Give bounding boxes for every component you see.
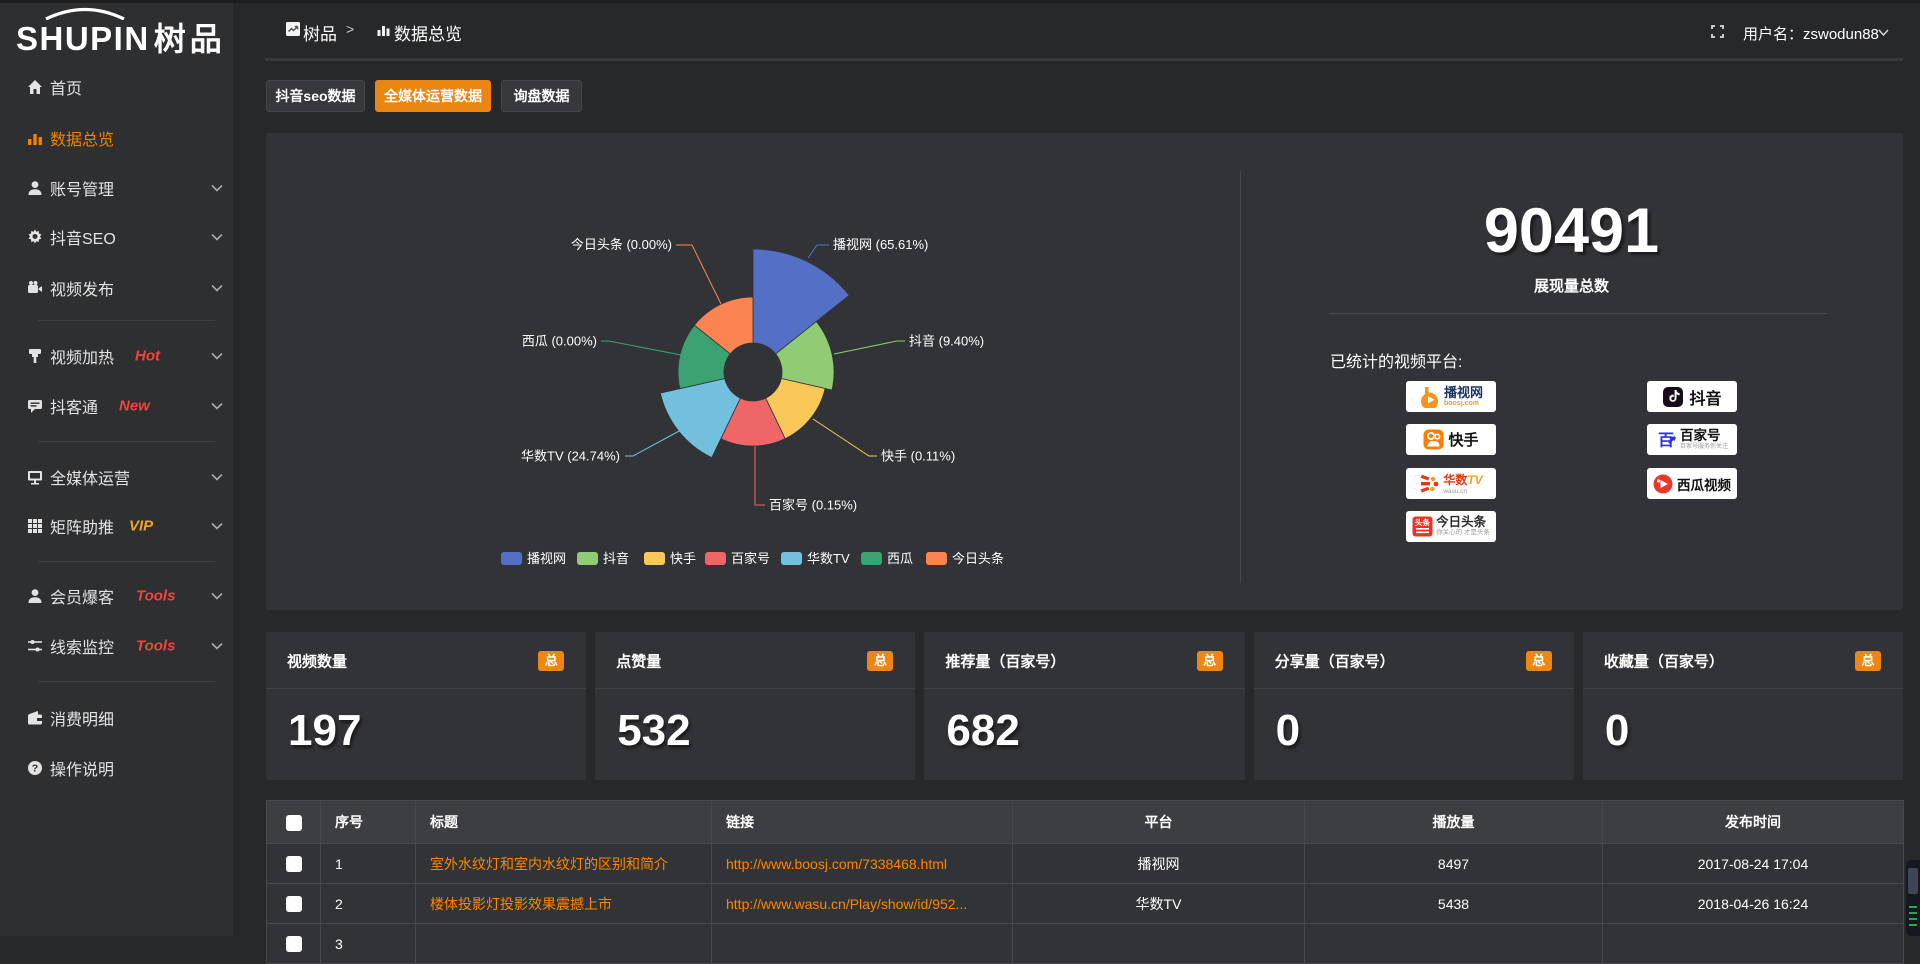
svg-text:西瓜: 西瓜	[887, 551, 913, 566]
svg-text:今日头条: 今日头条	[952, 551, 1004, 566]
svg-text:华数TV (24.74%): 华数TV (24.74%)	[521, 449, 620, 464]
svg-text:抖音 (9.40%): 抖音 (9.40%)	[909, 334, 984, 349]
svg-text:百: 百	[1658, 431, 1674, 449]
svg-text:西瓜 (0.00%): 西瓜 (0.00%)	[522, 334, 597, 349]
svg-text:头条: 头条	[1415, 517, 1431, 527]
svg-text:今日头条 (0.00%): 今日头条 (0.00%)	[571, 237, 672, 252]
svg-text:快手 (0.11%): 快手 (0.11%)	[881, 449, 955, 464]
svg-text:百家号: 百家号	[731, 551, 770, 566]
svg-text:抖音: 抖音	[603, 551, 629, 566]
svg-text:?: ?	[32, 763, 38, 775]
svg-text:快手: 快手	[670, 551, 696, 566]
svg-text:播视网: 播视网	[527, 551, 566, 566]
svg-text:百家号 (0.15%): 百家号 (0.15%)	[769, 498, 857, 513]
svg-text:华数TV: 华数TV	[807, 551, 850, 566]
svg-text:播视网 (65.61%): 播视网 (65.61%)	[833, 237, 928, 252]
